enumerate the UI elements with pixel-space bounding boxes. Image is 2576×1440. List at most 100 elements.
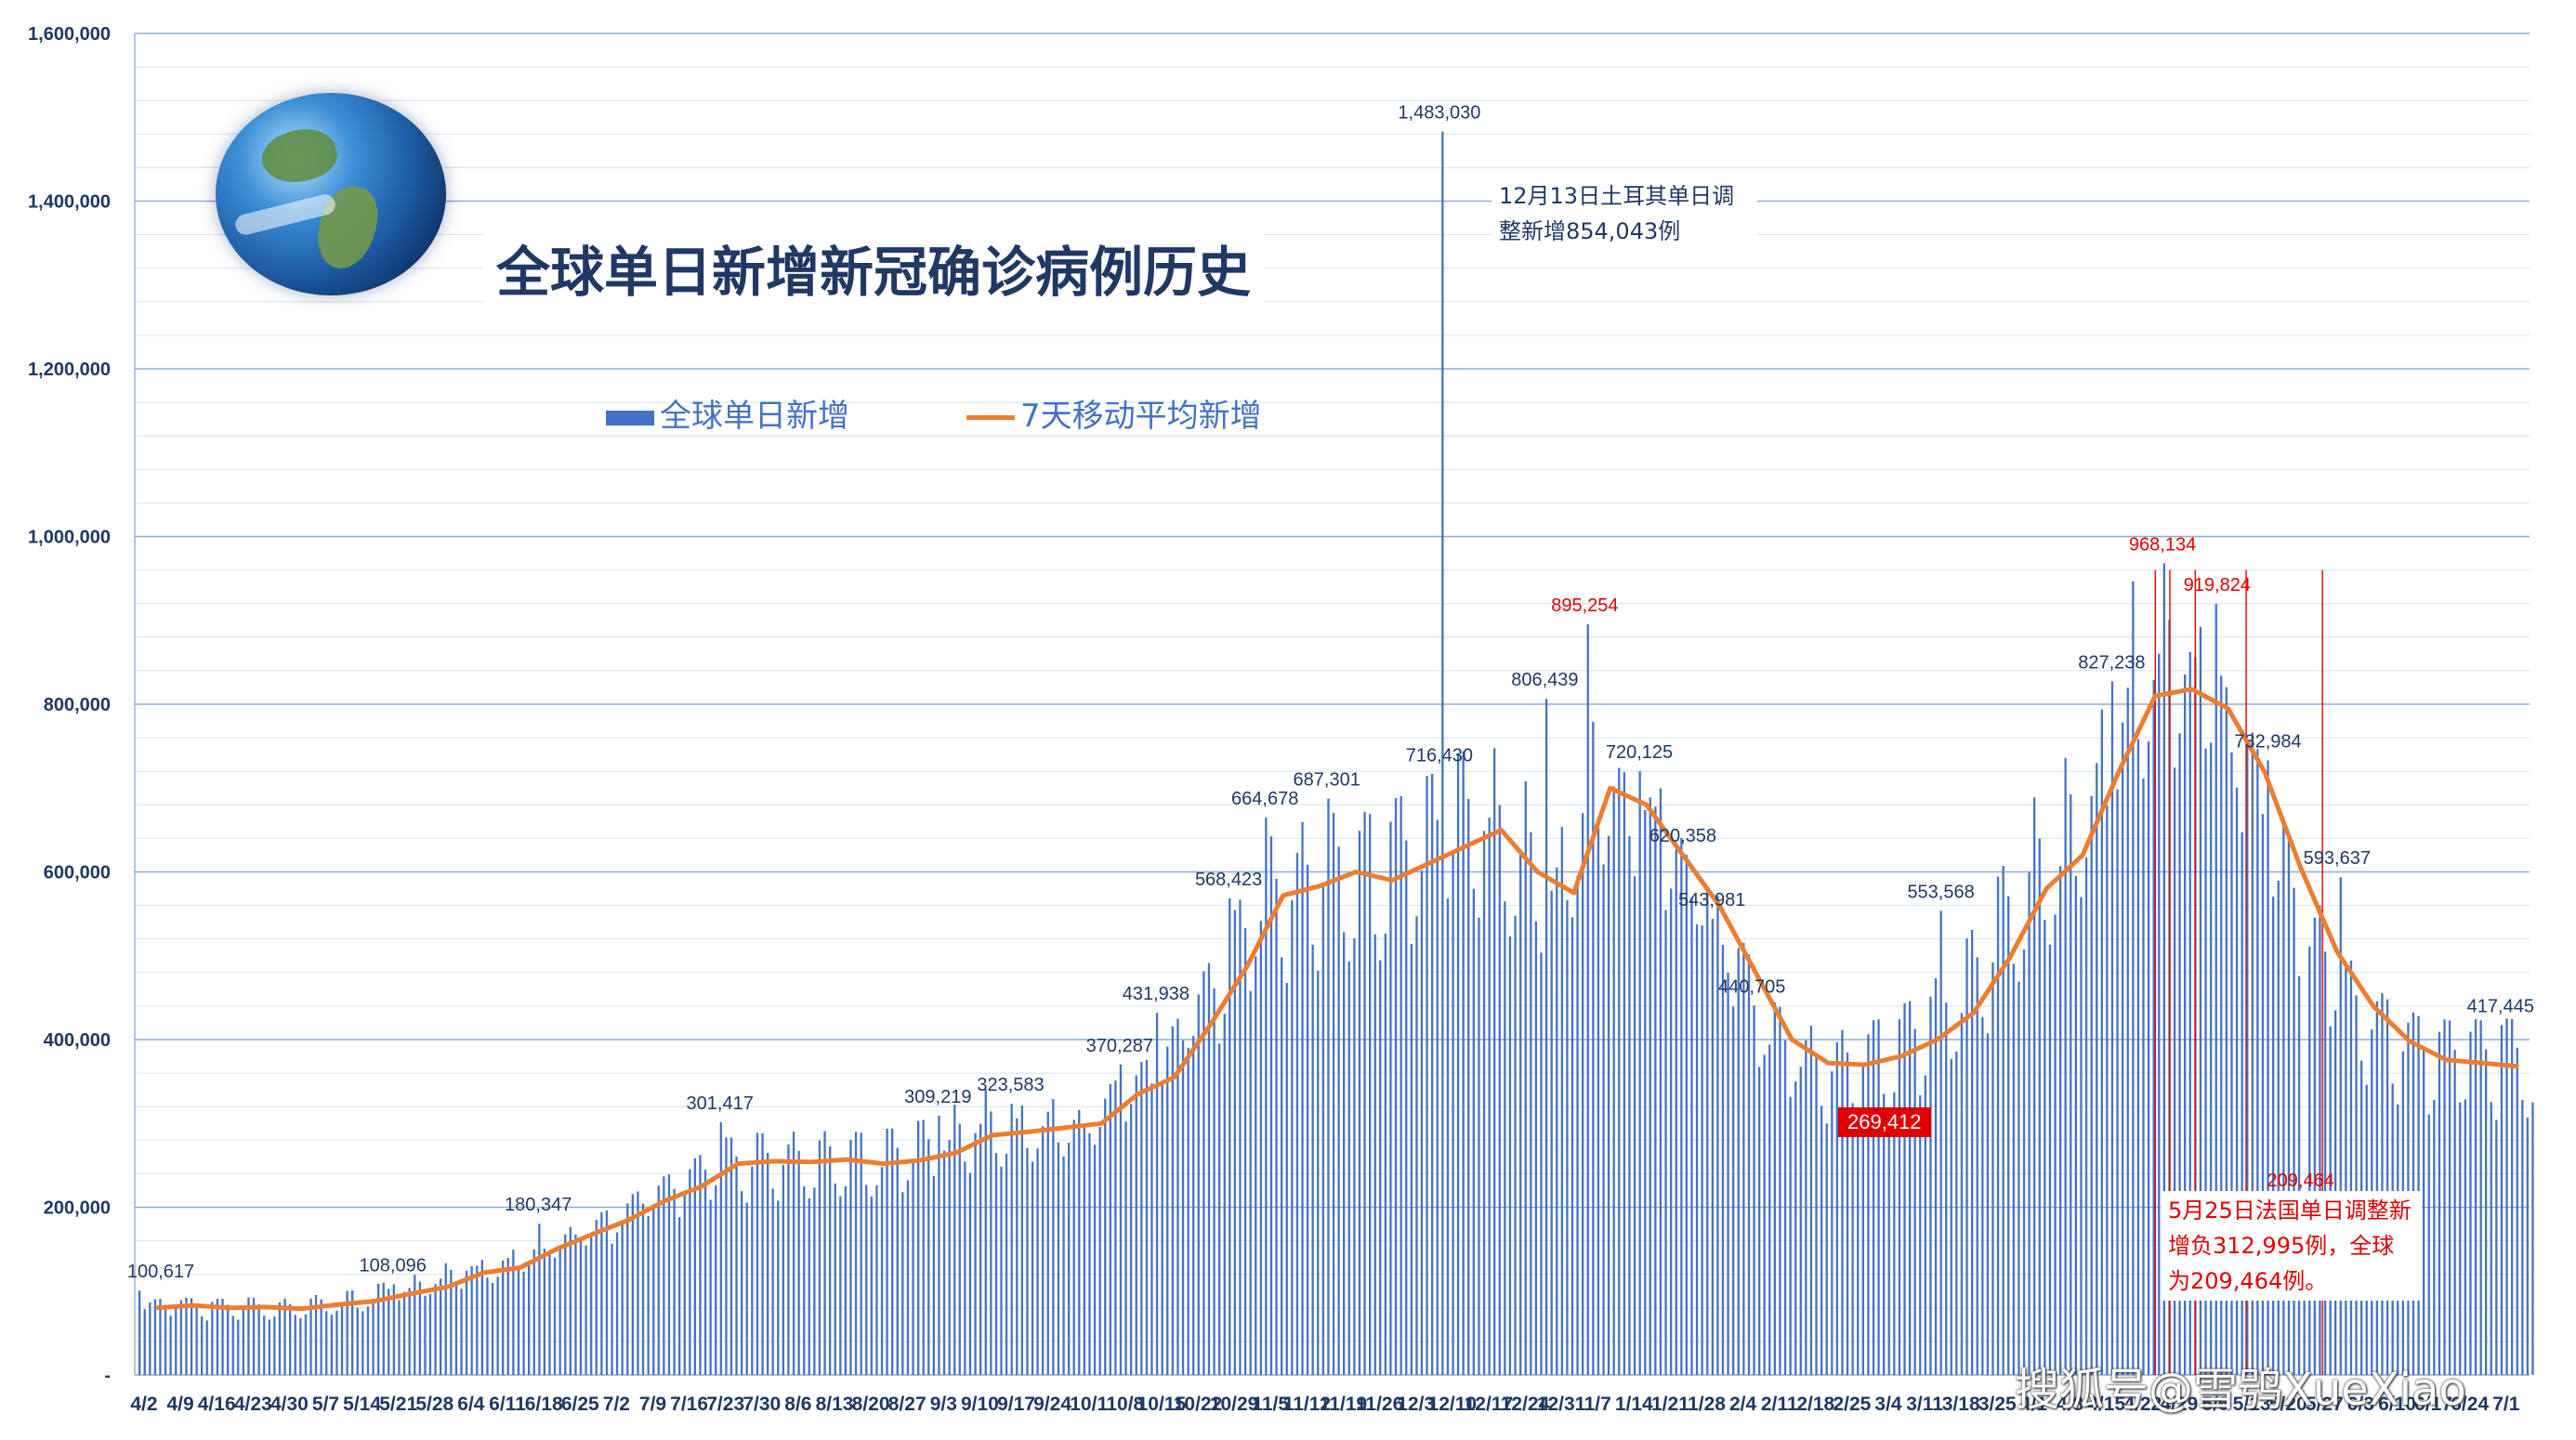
daily-bar <box>486 1277 489 1375</box>
daily-bar <box>715 1185 717 1375</box>
daily-bar <box>408 1288 411 1375</box>
daily-bar <box>221 1299 224 1375</box>
x-tick-label: 5/27 <box>2306 1394 2344 1415</box>
daily-bar <box>320 1299 322 1375</box>
daily-bar <box>2443 1019 2446 1375</box>
x-tick-label: 4/9 <box>166 1394 193 1415</box>
x-tick-label: 7/9 <box>639 1394 666 1415</box>
daily-bar <box>418 1281 421 1375</box>
daily-bar <box>1036 1148 1039 1375</box>
daily-bar <box>1945 1002 1948 1375</box>
daily-bar <box>543 1249 545 1375</box>
y-tick-label: 1,400,000 <box>28 192 111 213</box>
daily-bar <box>1456 753 1460 1375</box>
daily-bar <box>2173 767 2176 1375</box>
daily-bar <box>2531 1102 2534 1375</box>
daily-bar <box>1452 850 1454 1375</box>
daily-bar <box>1229 898 1231 1375</box>
daily-bar <box>1612 786 1615 1375</box>
x-tick-label: 12/3 <box>1397 1394 1435 1415</box>
daily-bar <box>1981 1016 1984 1375</box>
daily-bar <box>2438 1031 2441 1375</box>
daily-bar <box>2215 603 2217 1375</box>
daily-bar <box>1098 1127 1101 1375</box>
daily-bar <box>1062 1156 1065 1375</box>
x-tick-label: 11/19 <box>1320 1394 1367 1415</box>
daily-bar <box>2474 1019 2477 1375</box>
daily-bar <box>190 1298 193 1375</box>
daily-bar <box>1623 772 1625 1375</box>
daily-bar <box>2511 1018 2514 1375</box>
daily-bar <box>1207 962 1211 1375</box>
x-tick-label: 12/31 <box>1537 1394 1586 1415</box>
daily-bar <box>1068 1143 1071 1375</box>
daily-bar <box>2464 1099 2466 1375</box>
daily-bar <box>1161 1082 1163 1375</box>
daily-bar <box>1659 788 1663 1375</box>
daily-bar <box>1155 1013 1159 1375</box>
daily-bar <box>2297 975 2301 1375</box>
daily-bar <box>1566 900 1569 1375</box>
daily-bar <box>1317 970 1320 1375</box>
daily-bar <box>1571 917 1574 1375</box>
daily-bar <box>1846 1052 1849 1375</box>
daily-bar <box>1192 1036 1195 1375</box>
daily-bar <box>1275 878 1278 1375</box>
daily-bar <box>2096 763 2098 1375</box>
daily-bar <box>216 1299 219 1375</box>
daily-bar <box>1742 942 1745 1375</box>
x-tick-label: 6/11 <box>489 1394 526 1415</box>
daily-bar <box>1124 1121 1127 1375</box>
daily-bar <box>2526 1117 2529 1375</box>
daily-bar <box>1363 811 1366 1375</box>
daily-bar <box>263 1316 266 1375</box>
daily-bar <box>1690 897 1693 1375</box>
daily-bar <box>1420 870 1424 1375</box>
daily-bar <box>1835 1041 1838 1375</box>
daily-bar <box>164 1304 167 1375</box>
daily-bar <box>605 1210 609 1375</box>
peak-label: 568,423 <box>1195 870 1262 890</box>
daily-bar <box>1295 852 1299 1375</box>
daily-bar <box>673 1188 676 1375</box>
daily-bar <box>689 1169 691 1375</box>
daily-bar <box>1544 699 1548 1375</box>
daily-bar <box>1203 971 1205 1375</box>
daily-bar <box>195 1304 198 1375</box>
daily-bar <box>1633 876 1636 1375</box>
x-tick-label: 9/24 <box>1033 1394 1071 1415</box>
daily-bar <box>741 1191 743 1375</box>
daily-bar <box>1301 821 1304 1375</box>
chart-title: 全球单日新增新冠确诊病例历史 <box>483 223 1265 312</box>
daily-bar <box>1176 1018 1179 1375</box>
daily-bar <box>901 1192 904 1375</box>
daily-bar <box>1883 1093 1886 1375</box>
daily-bar <box>1353 938 1356 1375</box>
daily-bar <box>434 1284 437 1375</box>
daily-bar <box>797 1150 800 1375</box>
daily-bar <box>1576 875 1579 1375</box>
daily-bar <box>2220 675 2223 1375</box>
x-tick-label: 5/14 <box>343 1394 381 1415</box>
daily-bar <box>1321 884 1324 1375</box>
daily-bar <box>2505 1018 2508 1375</box>
x-tick-label: 3/18 <box>1942 1394 1980 1415</box>
daily-bar <box>1602 864 1605 1375</box>
x-tick-label: 1/7 <box>1584 1394 1611 1415</box>
daily-bar <box>1083 1126 1085 1375</box>
daily-bar <box>179 1300 182 1375</box>
daily-bar <box>2017 981 2020 1375</box>
daily-bar <box>476 1265 479 1375</box>
daily-bar <box>1504 901 1506 1375</box>
x-tick-label: 9/3 <box>930 1394 957 1415</box>
y-tick-label: 1,000,000 <box>28 528 111 548</box>
daily-bar <box>834 1183 836 1375</box>
daily-bar <box>1996 876 2000 1375</box>
turkey-note: 12月13日土耳其单日调整新增854,043例 <box>1492 177 1757 251</box>
daily-bar <box>777 1200 780 1375</box>
daily-bar <box>2319 905 2321 1375</box>
daily-bar <box>257 1303 260 1375</box>
x-tick-label: 7/2 <box>603 1394 630 1415</box>
daily-bar <box>1971 929 1974 1375</box>
daily-bar <box>1649 797 1651 1375</box>
